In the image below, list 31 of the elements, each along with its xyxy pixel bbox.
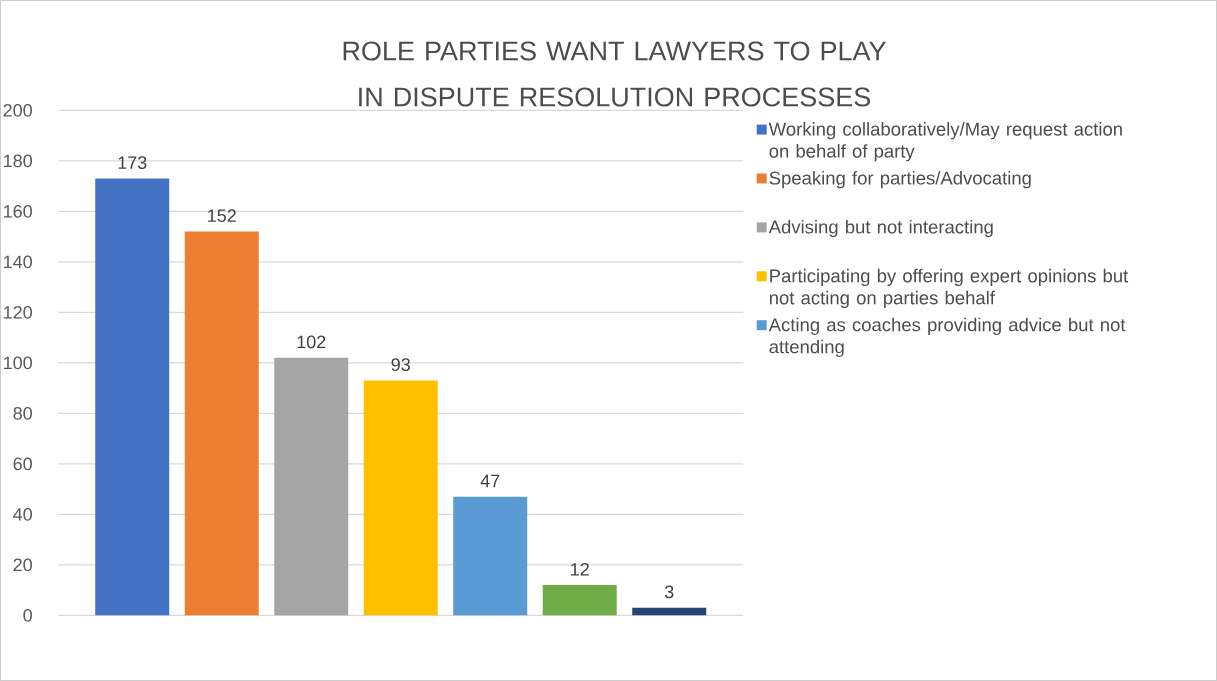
y-tick-label: 60	[13, 457, 32, 471]
y-tick-label: 160	[4, 204, 32, 218]
y-tick-label: 20	[13, 558, 32, 572]
bar	[274, 357, 349, 616]
data-label: 152	[208, 209, 236, 223]
legend-label: Participating by offering expert opinions but not acting on parties behalf	[769, 268, 1129, 309]
y-tick-label: 40	[13, 507, 32, 521]
data-label: 12	[571, 562, 589, 576]
data-label: 102	[297, 335, 326, 349]
y-tick-label: 100	[4, 356, 32, 370]
legend-label: Working collaboratively/May request action on behalf of party	[768, 122, 1122, 162]
data-label: 173	[118, 156, 147, 169]
y-tick-label: 140	[4, 255, 32, 269]
chart-title: ROLE PARTIES WANT LAWYERS TO PLAY IN DISPUTE RESOLUTION PROCESSES	[343, 41, 886, 107]
legend-label: Advising but not interacting	[768, 219, 993, 238]
legend-label: Acting as coaches providing advice but not attending	[768, 317, 1126, 357]
bar	[632, 607, 707, 616]
bar	[453, 496, 528, 616]
y-tick-label: 80	[13, 406, 32, 420]
bar	[95, 178, 170, 616]
data-label: 3	[664, 585, 674, 599]
y-tick-label: 0	[23, 608, 32, 622]
y-tick-label: 180	[4, 154, 32, 168]
data-label: 93	[391, 358, 410, 371]
bar	[184, 231, 259, 616]
y-tick-label: 200	[3, 103, 32, 117]
y-tick-label: 120	[4, 305, 32, 319]
bar	[363, 380, 438, 616]
bar	[542, 585, 617, 616]
legend-label: Speaking for parties/Advocating	[769, 171, 1031, 189]
data-label: 47	[480, 474, 500, 488]
